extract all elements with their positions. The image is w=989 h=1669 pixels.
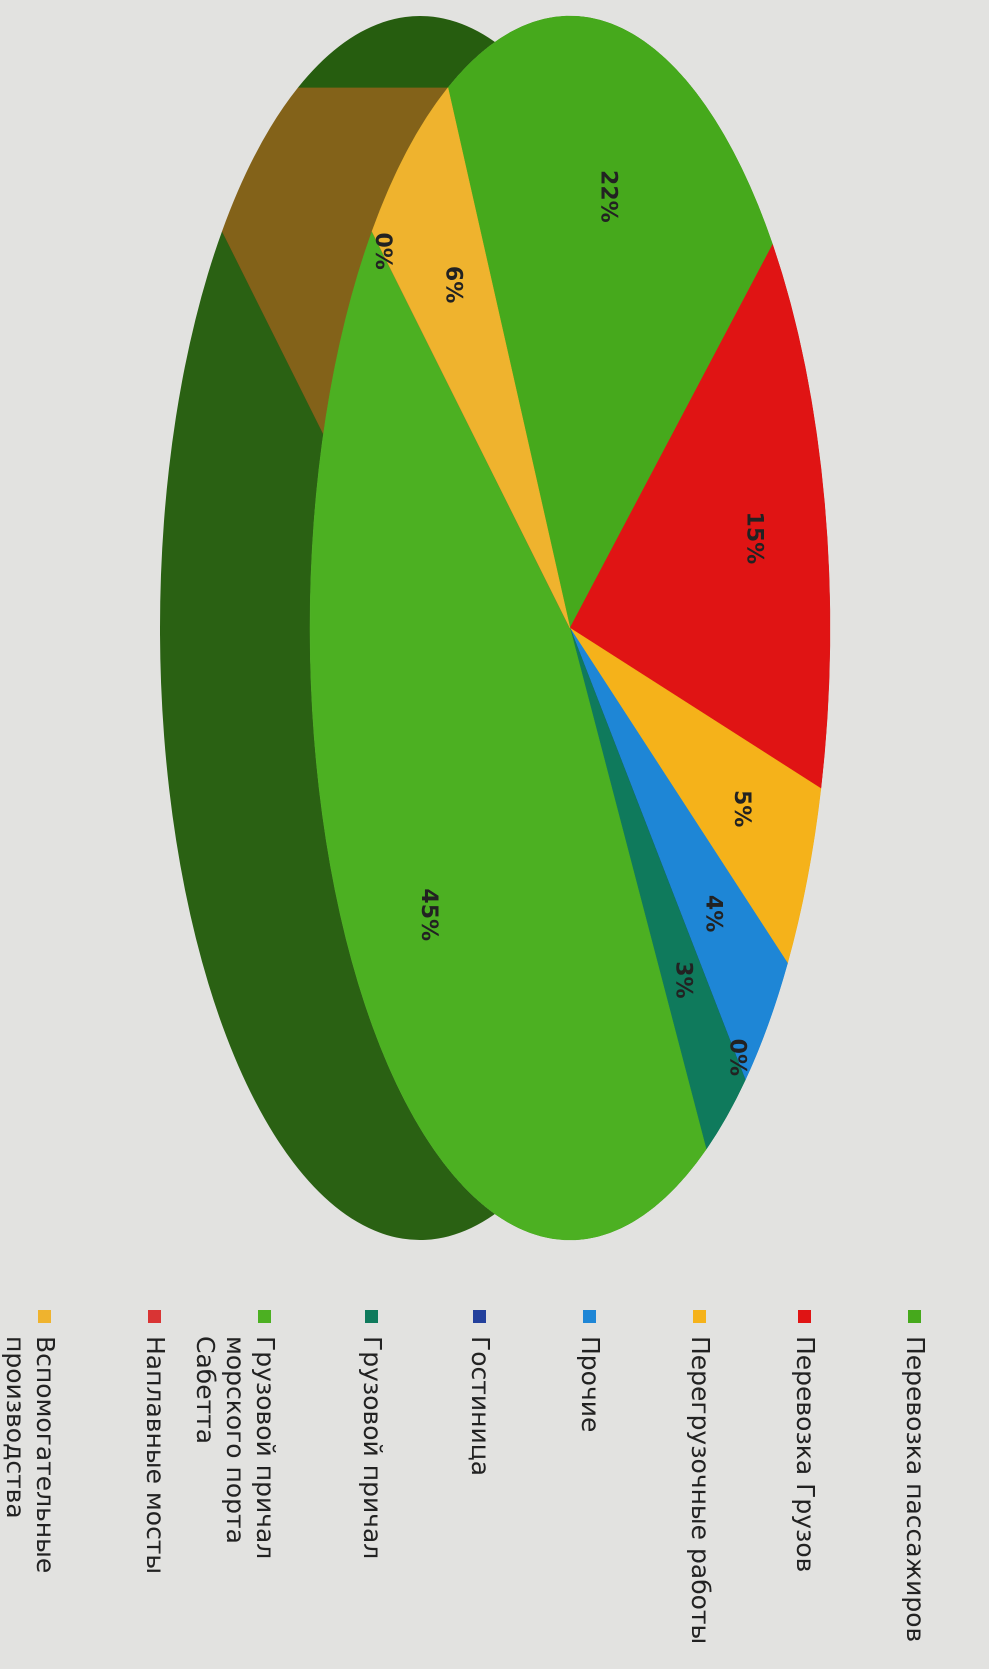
legend-item: Наплавные мосты [140,1310,170,1656]
legend-swatch [908,1310,921,1323]
legend-label: Прочие [576,1336,605,1433]
value-label: 4% [701,895,726,932]
slice [371,87,571,629]
legend-item: Грузовой причал [357,1310,387,1656]
legend-label: Вспомогательные производства [1,1336,60,1574]
legend-label: Грузовой причал [358,1336,387,1560]
legend-swatch [693,1310,706,1323]
legend-swatch [258,1310,271,1323]
value-labels: 22% 15% 5% 4% 0% 3% 45% 0% 6% [370,170,766,1076]
legend-label: Наплавные мосты [141,1336,170,1575]
legend-swatch [38,1310,51,1323]
legend-item: Грузовой причал морского порта Сабетта [190,1310,280,1656]
slice [309,230,707,1241]
legend-label: Грузовой причал морского порта Сабетта [191,1336,280,1560]
value-label: 3% [671,961,696,998]
value-label: 0% [725,1039,750,1076]
slice [569,243,831,789]
legend-label: Перевозка Грузов [791,1336,820,1573]
slice-tops [309,15,831,1241]
legend-label: Перегрузочные работы [686,1336,715,1645]
value-label: 6% [441,266,466,303]
legend-item: Прочие [575,1310,605,1656]
value-label: 15% [741,512,766,565]
slice [447,15,773,629]
legend-label: Перевозка пассажиров [901,1336,930,1643]
legend-item: Перевозка Грузов [790,1310,820,1656]
legend-swatch [365,1310,378,1323]
legend-item: Гостиница [465,1310,495,1656]
legend-swatch [798,1310,811,1323]
value-label: 22% [596,170,621,223]
legend-swatch [583,1310,596,1323]
legend-swatch [473,1310,486,1323]
value-label: 5% [729,790,754,827]
legend-swatch [148,1310,161,1323]
legend-item: Перевозка пассажиров [900,1310,930,1656]
slice [569,627,822,964]
value-label: 0% [370,233,395,270]
legend-item: Вспомогательные производства [0,1310,60,1656]
pie-chart: 22% 15% 5% 4% 0% 3% 45% 0% 6% [159,15,831,1241]
legend-item: Перегрузочные работы [685,1310,715,1656]
value-label: 45% [416,888,441,941]
legend-label: Гостиница [466,1336,495,1477]
